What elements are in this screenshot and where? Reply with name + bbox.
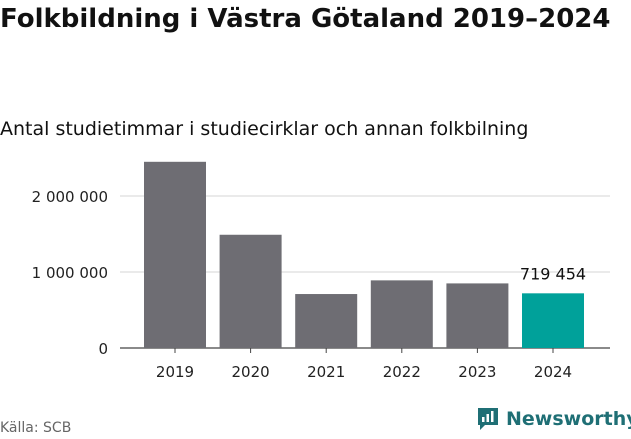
brand-name: Newsworthy bbox=[506, 408, 631, 430]
bar-2020 bbox=[219, 234, 282, 348]
source-note: Källa: SCB bbox=[0, 420, 72, 436]
bars bbox=[144, 161, 584, 348]
newsworthy-logo: Newsworthy bbox=[476, 406, 631, 432]
x-tick-label: 2023 bbox=[458, 363, 496, 381]
data-label: 719 454 bbox=[520, 264, 586, 283]
chart-subtitle: Antal studietimmar i studiecirklar och a… bbox=[0, 118, 529, 140]
newsworthy-chart-bubble-icon bbox=[478, 408, 498, 430]
y-tick-label: 1 000 000 bbox=[32, 264, 108, 282]
bar-2023 bbox=[446, 283, 509, 348]
x-tick-label: 2022 bbox=[383, 363, 421, 381]
bar-2024 bbox=[522, 293, 584, 348]
x-tick-label: 2019 bbox=[156, 363, 194, 381]
bar-2019 bbox=[144, 161, 206, 348]
y-tick-label: 2 000 000 bbox=[32, 188, 108, 206]
bar-2021 bbox=[295, 294, 358, 348]
x-tick-label: 2024 bbox=[534, 363, 572, 381]
labels: 0 1 000 000 2 000 000 2019 2020 2021 2022 2023 2… bbox=[32, 188, 586, 381]
x-tick-label: 2021 bbox=[307, 363, 345, 381]
y-tick-label: 0 bbox=[98, 340, 108, 358]
bar-2022 bbox=[370, 280, 433, 348]
bar-chart: 0 1 000 000 2 000 000 2019 2020 2021 2022 2023 2… bbox=[32, 161, 610, 381]
chart-title: Folkbildning i Västra Götaland 2019–2024 bbox=[0, 4, 611, 34]
x-tick-label: 2020 bbox=[232, 363, 270, 381]
